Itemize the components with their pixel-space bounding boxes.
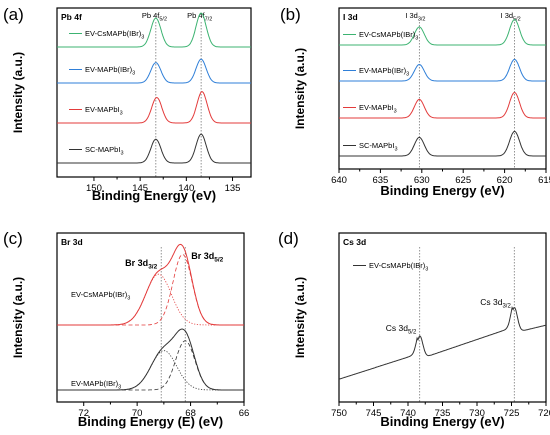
panel-title-a: Pb 4f [61, 12, 82, 22]
x-tick-label-b-4: 620 [497, 175, 513, 186]
series-label-b-3: SC-MAPbI3 [359, 141, 398, 153]
x-tick-label-b-2: 630 [414, 175, 430, 186]
panel-a: (a) Pb 4f 150 145 140 135 Binding Energy (eV) I… [3, 5, 252, 203]
series-line-a-2 [57, 91, 251, 124]
peak-label-d-1: Cs 3d3/2 [480, 297, 511, 310]
y-axis-label-c: Intensity (a.u.) [11, 277, 25, 358]
panel-b: (b) I 3d 640 635 630 625 620 615 Binding Energy … [280, 5, 550, 198]
x-tick-label-d-6: 720 [538, 408, 550, 419]
x-tick-label-b-5: 615 [538, 175, 550, 186]
series-label-b-2: EV-MAPbI3 [359, 103, 397, 115]
x-tick-label-d-2: 740 [400, 408, 416, 419]
panel-c: (c) Br 3d 72 70 68 66 Binding Energy (E) (eV) I… [3, 229, 249, 429]
x-axis-label-a: Binding Energy (eV) [92, 188, 216, 203]
x-tick-label-d-3: 735 [435, 408, 451, 419]
peak-label-a-0: Pb 4f5/2 [142, 11, 167, 23]
series-component-c-1-1 [57, 340, 244, 391]
panel-label-a: (a) [3, 5, 24, 24]
series-line-a-3 [57, 133, 251, 164]
series-label-d-0: EV-CsMAPb(IBr)3 [369, 261, 428, 273]
peak-label-d-0: Cs 3d5/2 [386, 323, 417, 336]
panel-label-b: (b) [280, 5, 301, 24]
x-tick-label-c-1: 70 [132, 408, 143, 419]
series-label-c-1: EV-MAPb(IBr)3 [71, 379, 121, 391]
series-label-a-1: EV-MAPb(IBr)3 [85, 65, 135, 77]
series-label-b-0: EV-CsMAPb(IBr)3 [359, 30, 418, 42]
x-tick-label-d-1: 745 [366, 408, 382, 419]
x-tick-label-a-0: 150 [86, 183, 102, 194]
panel-title-c: Br 3d [61, 237, 83, 247]
series-line-b-2 [339, 92, 546, 119]
plot-frame-d [338, 232, 547, 403]
x-tick-label-a-3: 135 [225, 183, 241, 194]
peak-label-b-1: I 3d5/2 [501, 11, 521, 23]
peak-label-c-0: Br 3d3/2 [125, 258, 157, 271]
series-component-c-1-0 [57, 350, 244, 391]
y-axis-label-a: Intensity (a.u.) [11, 52, 25, 133]
panel-label-d: (d) [278, 229, 299, 248]
panel-title-d: Cs 3d [343, 237, 366, 247]
plot-frame-a [56, 7, 252, 178]
series-label-c-0: EV-CsMAPb(IBr)3 [71, 290, 130, 302]
series-label-a-0: EV-CsMAPb(IBr)3 [85, 29, 144, 41]
series-line-b-1 [339, 59, 546, 82]
x-tick-label-d-0: 750 [331, 408, 347, 419]
series-component-c-0-0 [57, 273, 244, 326]
x-tick-label-d-4: 730 [469, 408, 485, 419]
panel-label-c: (c) [3, 229, 23, 248]
series-label-a-2: EV-MAPbI3 [85, 105, 123, 117]
series-line-b-0 [339, 19, 546, 46]
x-tick-label-c-2: 68 [185, 408, 196, 419]
peak-label-c-1: Br 3d5/2 [191, 251, 223, 264]
x-tick-label-b-1: 635 [372, 175, 388, 186]
x-tick-label-c-3: 66 [239, 408, 250, 419]
x-tick-label-b-0: 640 [331, 175, 347, 186]
series-line-d-0 [338, 305, 547, 380]
x-axis-label-c: Binding Energy (E) (eV) [78, 414, 223, 429]
y-axis-label-d: Intensity (a.u.) [293, 277, 307, 358]
x-axis-label-b: Binding Energy (eV) [380, 183, 504, 198]
series-line-a-0 [57, 12, 251, 48]
x-tick-label-a-2: 140 [178, 183, 194, 194]
plot-frame-c [56, 232, 245, 403]
y-axis-label-b: Intensity (a.u.) [293, 48, 307, 129]
panel-title-b: I 3d [343, 12, 358, 22]
series-label-b-1: EV-MAPb(IBr)3 [359, 66, 409, 78]
peak-label-a-1: Pb 4f7/2 [187, 11, 212, 23]
x-tick-label-d-5: 725 [504, 408, 520, 419]
panel-d: (d) Cs 3d 750 745 740 735 730 725 720 Binding Ene… [278, 229, 550, 429]
x-tick-label-c-0: 72 [78, 408, 89, 419]
series-component-c-0-1 [57, 254, 244, 326]
x-axis-label-d: Binding Energy (eV) [380, 414, 504, 429]
x-tick-label-b-3: 625 [455, 175, 471, 186]
peak-label-b-0: I 3d3/2 [405, 11, 425, 23]
series-line-b-3 [339, 131, 546, 157]
series-line-a-1 [57, 58, 251, 84]
x-tick-label-a-1: 145 [132, 183, 148, 194]
series-label-a-3: SC-MAPbI3 [85, 145, 124, 157]
